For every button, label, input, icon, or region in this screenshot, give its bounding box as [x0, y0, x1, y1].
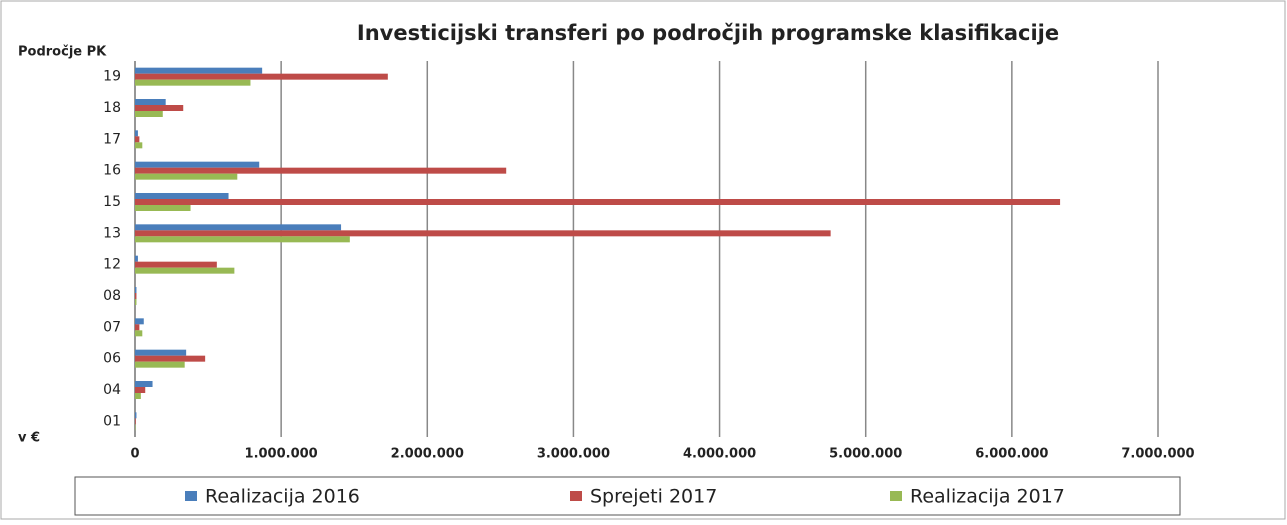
- bar: [135, 362, 185, 368]
- legend-swatch: [185, 491, 197, 501]
- bar: [135, 136, 139, 142]
- bar: [135, 293, 136, 299]
- x-axis-label: v €: [18, 431, 40, 446]
- legend-label: Sprejeti 2017: [590, 486, 717, 508]
- bar: [135, 99, 166, 105]
- x-tick-label: 3.000.000: [537, 447, 610, 462]
- legend-label: Realizacija 2016: [205, 486, 360, 508]
- bar: [135, 324, 139, 330]
- bar: [135, 168, 506, 174]
- bar: [135, 418, 136, 424]
- x-tick-label: 1.000.000: [245, 447, 318, 462]
- x-tick-label: 4.000.000: [683, 447, 756, 462]
- chart-title: Investicijski transferi po področjih pro…: [357, 21, 1059, 45]
- x-tick-label: 5.000.000: [829, 447, 902, 462]
- bar: [135, 74, 388, 80]
- legend-label: Realizacija 2017: [910, 486, 1065, 508]
- x-tick-label: 6.000.000: [975, 447, 1048, 462]
- bar: [135, 412, 136, 418]
- bar: [135, 174, 237, 180]
- bar: [135, 105, 183, 111]
- bar: [135, 142, 142, 148]
- bar: [135, 262, 217, 268]
- y-tick-label: 01: [103, 413, 121, 429]
- y-tick-label: 04: [103, 382, 121, 398]
- bar: [135, 318, 144, 324]
- y-tick-label: 17: [103, 131, 121, 147]
- y-tick-label: 19: [103, 69, 121, 85]
- bar: [135, 80, 250, 86]
- y-tick-label: 06: [103, 351, 121, 367]
- bar: [135, 381, 153, 387]
- bar: [135, 256, 138, 262]
- y-tick-label: 12: [103, 257, 121, 273]
- bar: [135, 236, 350, 242]
- x-tick-label: 7.000.000: [1121, 447, 1194, 462]
- bar: [135, 111, 163, 117]
- bar: [135, 330, 142, 336]
- bar: [135, 224, 341, 230]
- bar: [135, 356, 205, 362]
- legend-swatch: [890, 491, 902, 501]
- y-tick-label: 15: [103, 194, 121, 210]
- y-tick-label: 13: [103, 225, 121, 241]
- bar: [135, 299, 136, 305]
- bar: [135, 393, 141, 399]
- bar: [135, 205, 191, 211]
- y-tick-label: 08: [103, 288, 121, 304]
- bar: [135, 350, 186, 356]
- bar: [135, 268, 234, 274]
- bar: [135, 193, 229, 199]
- bar: [135, 387, 145, 393]
- x-tick-label: 2.000.000: [391, 447, 464, 462]
- y-axis-label: Področje PK: [18, 45, 107, 60]
- bar: [135, 287, 136, 293]
- bar: [135, 130, 138, 136]
- x-tick-label: 0: [130, 447, 139, 462]
- bar: [135, 230, 831, 236]
- bar: [135, 162, 259, 168]
- y-tick-label: 16: [103, 163, 121, 179]
- y-tick-label: 18: [103, 100, 121, 116]
- bar: [135, 199, 1060, 205]
- bar: [135, 68, 262, 74]
- legend-swatch: [570, 491, 582, 501]
- y-tick-label: 07: [103, 319, 121, 335]
